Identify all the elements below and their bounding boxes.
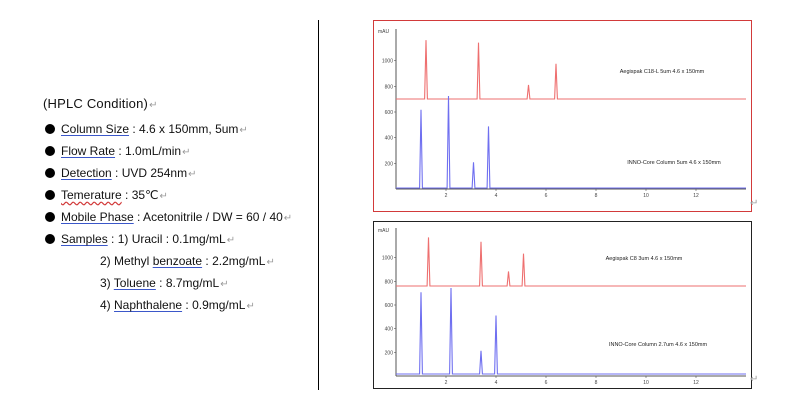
y-tick-label: 400 <box>385 136 394 142</box>
y-tick-label: 800 <box>385 84 394 90</box>
condition-key: Detection <box>61 166 112 180</box>
condition-value: : 35℃ <box>121 188 159 202</box>
series-label: Aegispak C18-L 5um 4.6 x 150mm <box>620 69 705 75</box>
condition-mobile-phase: Mobile Phase : Acetonitrile / DW = 60 / … <box>45 210 292 224</box>
condition-key: Column Size <box>61 122 130 136</box>
series-label: INNO-Core Column 5um 4.6 x 150mm <box>627 160 721 166</box>
condition-value: : 1) Uracil : 0.1mg/mL <box>107 232 226 246</box>
condition-detection: Detection : UVD 254nm↵ <box>45 166 196 180</box>
y-tick-label: 600 <box>385 110 394 116</box>
condition-value: : UVD 254nm <box>111 166 188 180</box>
x-tick-label: 12 <box>693 193 699 199</box>
x-tick-label: 8 <box>595 380 598 386</box>
vertical-divider <box>318 20 319 390</box>
bullet-icon <box>45 124 55 134</box>
y-tick-label: 1000 <box>382 256 393 262</box>
condition-key: Samples <box>61 232 108 246</box>
bullet-icon <box>45 168 55 178</box>
y-tick-label: 200 <box>385 161 394 167</box>
sample-key: Toluene <box>113 276 156 290</box>
hplc-condition-panel: (HPLC Condition)↵ Column Size : 4.6 x 15… <box>0 0 318 420</box>
y-tick-label: 400 <box>385 327 394 333</box>
sample-methyl-benzoate: 2) Methyl benzoate : 2.2mg/mL↵ <box>100 254 275 268</box>
y-tick-label: 600 <box>385 303 394 309</box>
y-tick-label: 1000 <box>382 59 393 65</box>
chromatogram-chart: mAU 200 400 600 800 1000 2 4 6 8 10 12 Aegispak C18-… <box>378 29 746 199</box>
bullet-icon <box>45 212 55 222</box>
x-tick-label: 6 <box>545 380 548 386</box>
series-trace <box>396 237 746 287</box>
bullet-icon <box>45 146 55 156</box>
y-tick-label: 200 <box>385 350 394 356</box>
series-trace <box>396 40 746 100</box>
condition-column-size: Column Size : 4.6 x 150mm, 5um↵ <box>45 122 248 136</box>
hplc-title: (HPLC Condition)↵ <box>43 96 158 111</box>
x-tick-label: 12 <box>693 380 699 386</box>
condition-value: : 4.6 x 150mm, 5um <box>129 122 239 136</box>
paragraph-mark: ↵ <box>750 374 759 385</box>
bullet-icon <box>45 234 55 244</box>
bullet-icon <box>45 190 55 200</box>
chromatogram-chart: mAU 200 400 600 800 1000 2 4 6 8 10 12 Aegispak C8 3… <box>378 228 746 386</box>
paragraph-mark: ↵ <box>750 198 759 209</box>
x-tick-label: 10 <box>643 380 649 386</box>
condition-temperature: Temerature : 35℃↵ <box>45 188 168 202</box>
sample-key: benzoate <box>152 254 203 268</box>
sample-key: Naphthalene <box>114 298 183 312</box>
x-tick-label: 2 <box>445 380 448 386</box>
chromatogram-panel-top: mAU 200 400 600 800 1000 2 4 6 8 10 12 Aegispak C18-… <box>373 20 752 212</box>
condition-key: Flow Rate <box>61 144 116 158</box>
condition-value: : 1.0mL/min <box>115 144 182 158</box>
series-trace <box>396 287 746 375</box>
condition-flow-rate: Flow Rate : 1.0mL/min↵ <box>45 144 190 158</box>
x-tick-label: 6 <box>545 193 548 199</box>
condition-key: Mobile Phase <box>61 210 134 224</box>
series-label: Aegispak C8 3um 4.6 x 150mm <box>606 256 683 262</box>
series-label: INNO-Core Column 2.7um 4.6 x 150mm <box>609 342 708 348</box>
y-axis-unit: mAU <box>378 228 390 234</box>
x-tick-label: 4 <box>495 380 498 386</box>
series-trace <box>396 95 746 189</box>
y-tick-label: 800 <box>385 279 394 285</box>
condition-samples: Samples : 1) Uracil : 0.1mg/mL↵ <box>45 232 235 246</box>
condition-value: : Acetonitrile / DW = 60 / 40 <box>133 210 283 224</box>
x-tick-label: 10 <box>643 193 649 199</box>
x-tick-label: 8 <box>595 193 598 199</box>
x-tick-label: 4 <box>495 193 498 199</box>
sample-toluene: 3) Toluene : 8.7mg/mL↵ <box>100 276 229 290</box>
x-tick-label: 2 <box>445 193 448 199</box>
condition-key: Temerature <box>61 188 122 202</box>
y-axis-unit: mAU <box>378 29 390 35</box>
sample-naphthalene: 4) Naphthalene : 0.9mg/mL↵ <box>100 298 255 312</box>
chromatogram-panel-bottom: mAU 200 400 600 800 1000 2 4 6 8 10 12 Aegispak C8 3… <box>373 221 752 389</box>
